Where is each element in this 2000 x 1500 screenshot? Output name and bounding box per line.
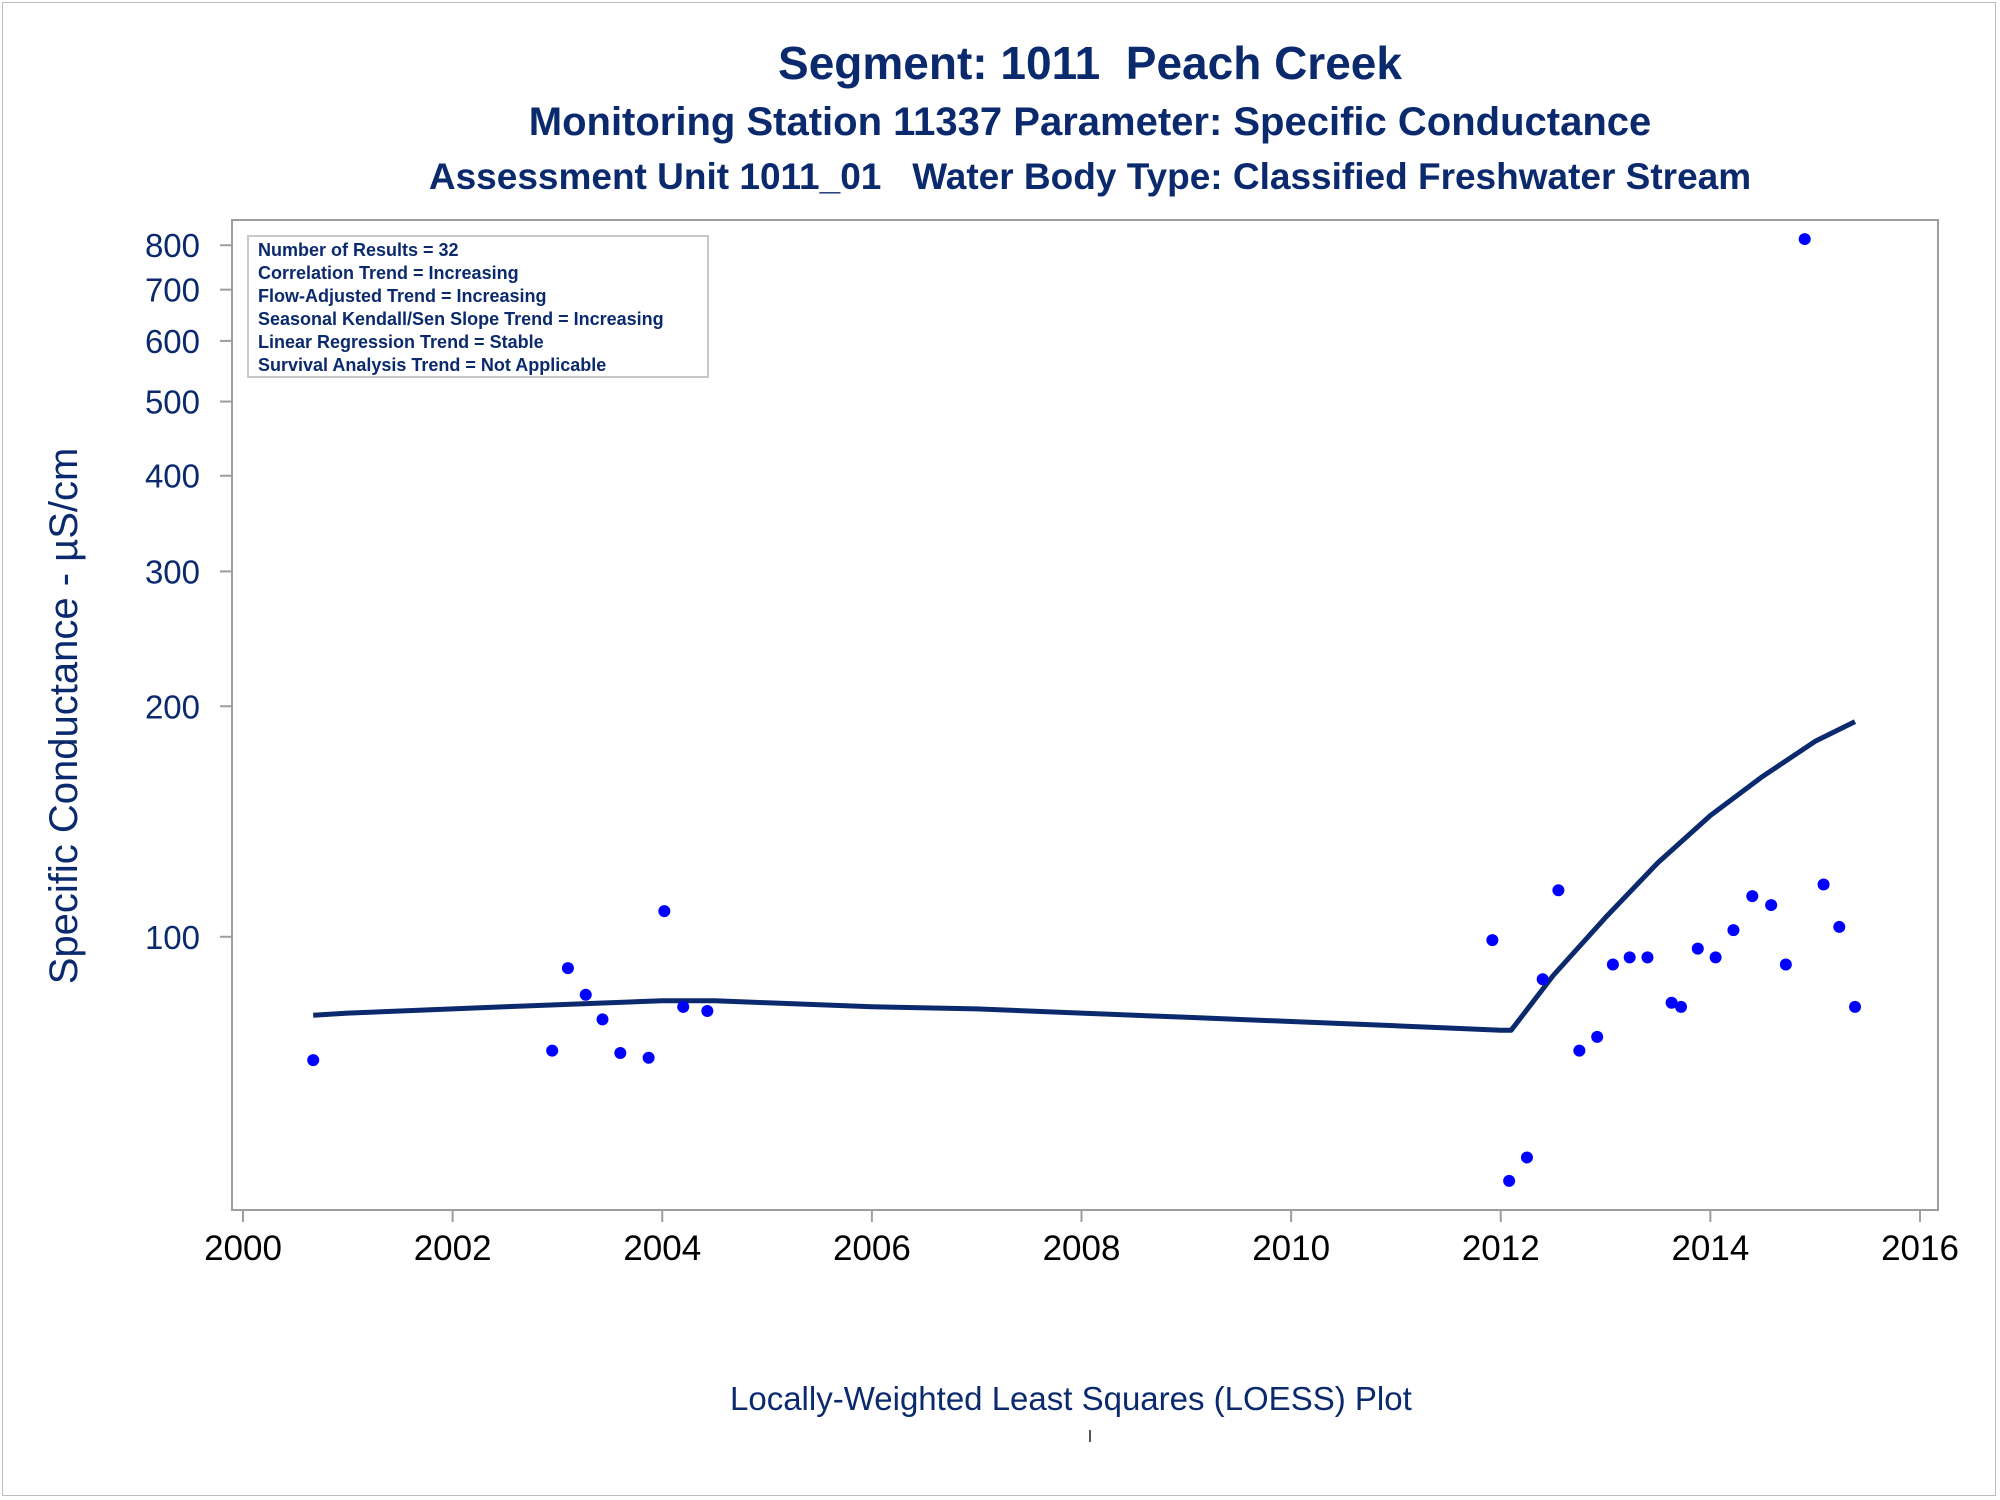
data-point <box>1798 233 1811 246</box>
y-tick-label: 300 <box>145 553 200 590</box>
x-tick-label: 2012 <box>1462 1229 1540 1268</box>
data-point <box>1817 878 1830 891</box>
data-point <box>1573 1044 1586 1057</box>
y-tick-label: 700 <box>145 272 200 309</box>
stats-box <box>247 235 709 378</box>
stats-box-line: Linear Regression Trend = Stable <box>258 332 544 352</box>
x-tick-label: 2004 <box>623 1229 701 1268</box>
data-point <box>1746 890 1759 903</box>
y-tick-label: 400 <box>145 458 200 495</box>
x-tick-label: 2006 <box>833 1229 911 1268</box>
x-tick-label: 2014 <box>1671 1229 1749 1268</box>
data-point <box>561 962 574 975</box>
data-point <box>1591 1030 1604 1043</box>
data-point <box>1665 996 1678 1009</box>
data-point <box>1709 951 1722 964</box>
chart-subtitle-station: Monitoring Station 11337 Parameter: Spec… <box>528 100 1652 144</box>
data-point <box>1623 951 1636 964</box>
x-tick-label: 2010 <box>1252 1229 1330 1268</box>
data-point <box>1727 924 1740 937</box>
data-point <box>1833 920 1846 933</box>
data-point <box>579 988 592 1001</box>
data-point <box>307 1054 320 1067</box>
stats-box-line: Flow-Adjusted Trend = Increasing <box>258 286 547 306</box>
y-tick-label: 500 <box>145 384 200 421</box>
y-tick-label: 200 <box>145 688 200 725</box>
data-point <box>1536 973 1549 986</box>
x-tick-label: 2000 <box>204 1229 282 1268</box>
y-tick-label: 800 <box>145 227 200 264</box>
chart-subtitle-assessment: Assessment Unit 1011_01 Water Body Type:… <box>428 156 1752 197</box>
loess-line <box>313 719 1857 1033</box>
data-point <box>614 1047 627 1060</box>
x-tick-label: 2016 <box>1881 1229 1959 1268</box>
data-point <box>1641 951 1654 964</box>
x-tick-label: 2002 <box>414 1229 492 1268</box>
data-point <box>1675 1000 1688 1013</box>
data-point <box>642 1051 655 1064</box>
data-point <box>677 1000 690 1013</box>
stats-box-line: Number of Results = 32 <box>258 240 459 260</box>
caption-tick-mark <box>1089 1430 1091 1442</box>
data-point <box>1486 934 1499 947</box>
data-point <box>1503 1174 1516 1187</box>
data-point <box>701 1004 714 1017</box>
data-point <box>546 1044 559 1057</box>
data-point <box>1691 942 1704 955</box>
data-point <box>1552 884 1565 897</box>
data-point <box>1606 958 1619 971</box>
y-axis-label: Specific Conductance - µS/cm <box>42 448 86 985</box>
y-tick-label: 600 <box>145 323 200 360</box>
chart-title: Segment: 1011 Peach Creek <box>778 37 1402 89</box>
data-point <box>596 1013 609 1026</box>
plot-area-border <box>231 219 1939 1211</box>
stats-box-line: Seasonal Kendall/Sen Slope Trend = Incre… <box>258 309 664 329</box>
stats-box-line: Survival Analysis Trend = Not Applicable <box>258 355 606 375</box>
y-tick-label: 100 <box>145 919 200 956</box>
data-point <box>1849 1000 1862 1013</box>
x-tick-label: 2008 <box>1043 1229 1121 1268</box>
stats-box-line: Correlation Trend = Increasing <box>258 263 519 283</box>
data-point <box>1765 899 1778 912</box>
data-point <box>1520 1151 1533 1164</box>
data-point <box>1779 958 1792 971</box>
plot-caption: Locally-Weighted Least Squares (LOESS) P… <box>730 1380 1412 1417</box>
data-point <box>658 905 671 918</box>
